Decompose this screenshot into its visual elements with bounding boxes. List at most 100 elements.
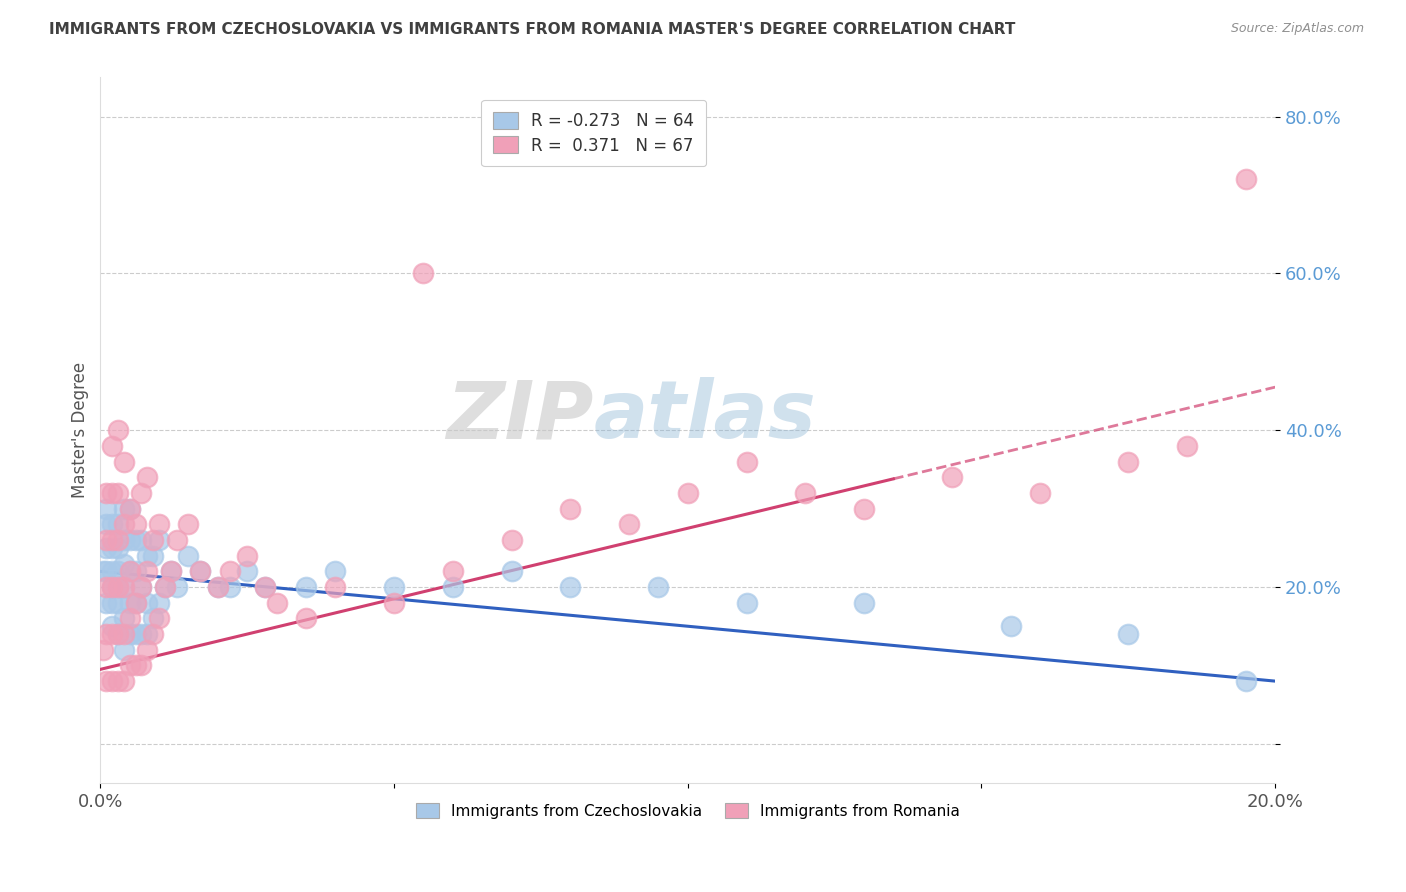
Point (148, 533, 170, 547)
Point (112, 533, 135, 547)
Point (323, 565, 346, 579)
Point (96, 486, 118, 500)
Point (218, 580, 240, 594)
Point (101, 439, 124, 453)
Point (124, 658, 146, 673)
Point (941, 470, 963, 484)
Point (501, 565, 523, 579)
Text: atlas: atlas (593, 377, 817, 455)
Point (142, 549, 165, 563)
Point (124, 533, 146, 547)
Point (96, 674, 118, 689)
Point (153, 580, 176, 594)
Point (560, 501, 582, 516)
Point (124, 565, 146, 579)
Point (91, 642, 114, 657)
Point (101, 533, 124, 547)
Text: IMMIGRANTS FROM CZECHOSLOVAKIA VS IMMIGRANTS FROM ROMANIA MASTER'S DEGREE CORREL: IMMIGRANTS FROM CZECHOSLOVAKIA VS IMMIGR… (49, 22, 1015, 37)
Point (560, 580, 582, 594)
Point (118, 611, 141, 625)
Point (136, 596, 159, 610)
Point (96, 533, 118, 547)
Point (188, 565, 211, 579)
Point (107, 627, 129, 641)
Point (112, 580, 135, 594)
Point (142, 533, 165, 547)
Point (1118, 627, 1140, 641)
Point (101, 486, 124, 500)
Point (441, 580, 464, 594)
Point (118, 501, 141, 516)
Point (101, 517, 124, 532)
Point (96, 541, 118, 555)
Point (107, 580, 129, 594)
Point (188, 565, 211, 579)
Point (118, 596, 141, 610)
Point (382, 596, 405, 610)
Point (96, 565, 118, 579)
Point (112, 454, 135, 468)
Point (166, 533, 188, 547)
Point (501, 533, 523, 547)
Point (107, 517, 129, 532)
Point (118, 565, 141, 579)
Point (412, 267, 434, 281)
Point (118, 533, 141, 547)
Point (118, 627, 141, 641)
Point (112, 501, 135, 516)
Point (853, 596, 876, 610)
Point (96, 501, 118, 516)
Point (1118, 454, 1140, 468)
Point (218, 565, 240, 579)
Point (131, 627, 153, 641)
Point (96, 580, 118, 594)
Point (107, 580, 129, 594)
Point (148, 517, 170, 532)
Point (124, 517, 146, 532)
Point (118, 658, 141, 673)
Point (153, 580, 176, 594)
Point (96, 596, 118, 610)
Point (160, 565, 183, 579)
Point (118, 501, 141, 516)
Point (107, 596, 129, 610)
Point (112, 642, 135, 657)
Point (112, 627, 135, 641)
Point (124, 596, 146, 610)
Point (107, 541, 129, 555)
Point (131, 580, 153, 594)
Point (148, 596, 170, 610)
Point (382, 580, 405, 594)
Point (101, 565, 124, 579)
Point (101, 541, 124, 555)
Point (124, 627, 146, 641)
Point (142, 627, 165, 641)
Legend: Immigrants from Czechoslovakia, Immigrants from Romania: Immigrants from Czechoslovakia, Immigran… (409, 797, 966, 825)
Point (107, 627, 129, 641)
Point (136, 470, 159, 484)
Point (107, 486, 129, 500)
Point (441, 565, 464, 579)
Point (112, 611, 135, 625)
Point (112, 674, 135, 689)
Point (107, 423, 129, 437)
Point (1234, 674, 1257, 689)
Point (107, 674, 129, 689)
Point (177, 517, 200, 532)
Point (118, 565, 141, 579)
Point (236, 549, 259, 563)
Point (131, 486, 153, 500)
Text: ZIP: ZIP (447, 377, 593, 455)
Point (96, 627, 118, 641)
Point (177, 549, 200, 563)
Point (794, 486, 817, 500)
Point (1029, 486, 1052, 500)
Point (112, 517, 135, 532)
Point (735, 596, 758, 610)
Point (323, 580, 346, 594)
Point (101, 596, 124, 610)
Point (136, 627, 159, 641)
Y-axis label: Master's Degree: Master's Degree (72, 362, 89, 499)
Point (101, 627, 124, 641)
Point (253, 580, 276, 594)
